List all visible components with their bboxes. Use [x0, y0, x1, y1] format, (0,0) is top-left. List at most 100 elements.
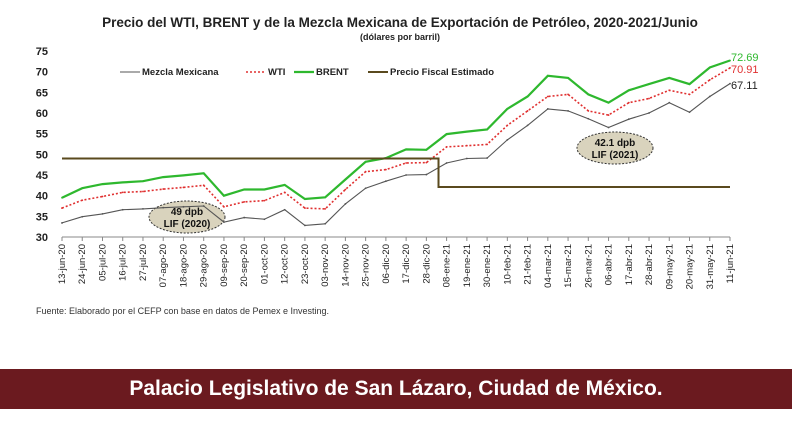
y-tick-label: 40	[36, 191, 48, 203]
data-point	[688, 83, 691, 85]
data-point	[708, 79, 711, 81]
end-value-label: 70.91	[731, 64, 759, 76]
data-point	[526, 124, 529, 127]
annotation-oval	[576, 131, 654, 165]
series-brent	[61, 59, 731, 201]
data-point	[101, 212, 104, 215]
data-point	[364, 187, 367, 190]
data-point	[627, 89, 630, 92]
legend-label: WTI	[268, 67, 285, 78]
x-tick-label: 08-ene-21	[442, 244, 453, 287]
y-tick-label: 30	[36, 232, 48, 244]
oil-price-chart: Precio del WTI, BRENT y de la Mezcla Mex…	[36, 15, 759, 289]
x-tick-label: 06-dic-20	[381, 244, 392, 284]
data-point	[405, 174, 408, 176]
data-point	[546, 74, 549, 77]
data-point	[182, 186, 185, 189]
x-tick-label: 27-jul-20	[138, 244, 149, 281]
x-tick-label: 09-sep-20	[219, 244, 230, 287]
data-point	[121, 181, 124, 184]
x-tick-label: 13-jun-20	[57, 244, 68, 284]
data-point	[121, 191, 124, 194]
data-point	[263, 199, 266, 202]
x-tick-label: 31-may-21	[705, 244, 716, 289]
data-point	[506, 138, 509, 141]
data-point	[648, 97, 650, 100]
data-point	[567, 93, 569, 96]
data-point	[202, 184, 205, 187]
data-point	[384, 168, 387, 171]
legend-label: Mezcla Mexicana	[142, 67, 219, 78]
data-point	[708, 95, 711, 98]
x-tick-label: 18-ago-20	[178, 244, 189, 287]
data-point	[142, 180, 144, 183]
x-tick-label: 28-abr-21	[644, 244, 655, 285]
chart-area: Precio del WTI, BRENT y de la Mezcla Mex…	[36, 15, 759, 289]
series-precio-fiscal-estimado	[62, 157, 730, 188]
data-point	[405, 162, 408, 164]
data-point	[465, 144, 468, 147]
annotation-text: LIF (2020)	[164, 219, 211, 230]
data-point	[283, 184, 286, 186]
data-point	[121, 208, 124, 211]
data-point	[344, 178, 347, 181]
y-tick-label: 50	[36, 149, 48, 161]
chart-subtitle: (dólares por barril)	[360, 32, 440, 42]
data-point	[304, 224, 306, 227]
data-point	[405, 148, 408, 151]
data-point	[384, 180, 387, 183]
y-tick-label: 75	[36, 46, 48, 58]
y-tick-label: 65	[36, 87, 48, 99]
legend: Mezcla Mexicana WTI BRENT Precio Fiscal Est…	[120, 67, 494, 78]
data-point	[627, 101, 630, 104]
source-note: Fuente: Elaborado por el CEFP con base e…	[36, 306, 330, 316]
data-point	[465, 130, 468, 133]
x-tick-label: 30-ene-21	[482, 244, 493, 287]
x-tick-label: 24-jun-20	[77, 244, 88, 284]
end-value-label: 72.69	[731, 52, 759, 64]
data-point	[465, 157, 468, 160]
data-point	[587, 117, 590, 120]
x-tick-label: 12-oct-20	[280, 244, 291, 284]
data-point	[304, 207, 306, 209]
x-tick-label: 15-mar-21	[563, 244, 574, 288]
data-point	[324, 207, 327, 210]
data-point	[648, 112, 650, 114]
data-point	[243, 188, 246, 191]
data-point	[263, 218, 266, 221]
data-point	[324, 222, 327, 225]
y-tick-label: 35	[36, 211, 48, 223]
data-point	[708, 66, 711, 69]
y-tick-label: 60	[36, 108, 48, 120]
x-tick-label: 20-may-21	[685, 244, 696, 289]
data-point	[243, 216, 246, 219]
x-tick-label: 05-jul-20	[97, 244, 108, 281]
data-point	[182, 174, 185, 177]
annotation-text: 49 dpb	[171, 207, 203, 218]
x-tick-label: 06-abr-21	[604, 244, 615, 285]
data-point	[546, 95, 549, 98]
data-point	[607, 126, 610, 129]
data-point	[61, 207, 63, 209]
data-point	[142, 207, 144, 210]
annotation-oval	[148, 200, 226, 234]
x-tick-label: 04-mar-21	[543, 244, 554, 288]
data-point	[486, 128, 488, 131]
x-tick-label: 16-jul-20	[118, 244, 129, 281]
y-tick-label: 55	[36, 129, 48, 141]
data-point	[668, 89, 671, 92]
data-point	[425, 173, 428, 176]
x-tick-label: 29-ago-20	[199, 244, 210, 287]
data-point	[627, 118, 630, 121]
data-point	[607, 114, 610, 116]
annotation-text: LIF (2021)	[592, 150, 639, 161]
y-tick-label: 45	[36, 170, 48, 182]
x-tick-label: 09-may-21	[664, 244, 675, 289]
data-point	[344, 203, 347, 205]
data-point	[162, 188, 165, 190]
data-point	[668, 76, 671, 79]
data-point	[162, 176, 165, 178]
data-point	[364, 160, 367, 163]
data-point	[304, 198, 306, 200]
